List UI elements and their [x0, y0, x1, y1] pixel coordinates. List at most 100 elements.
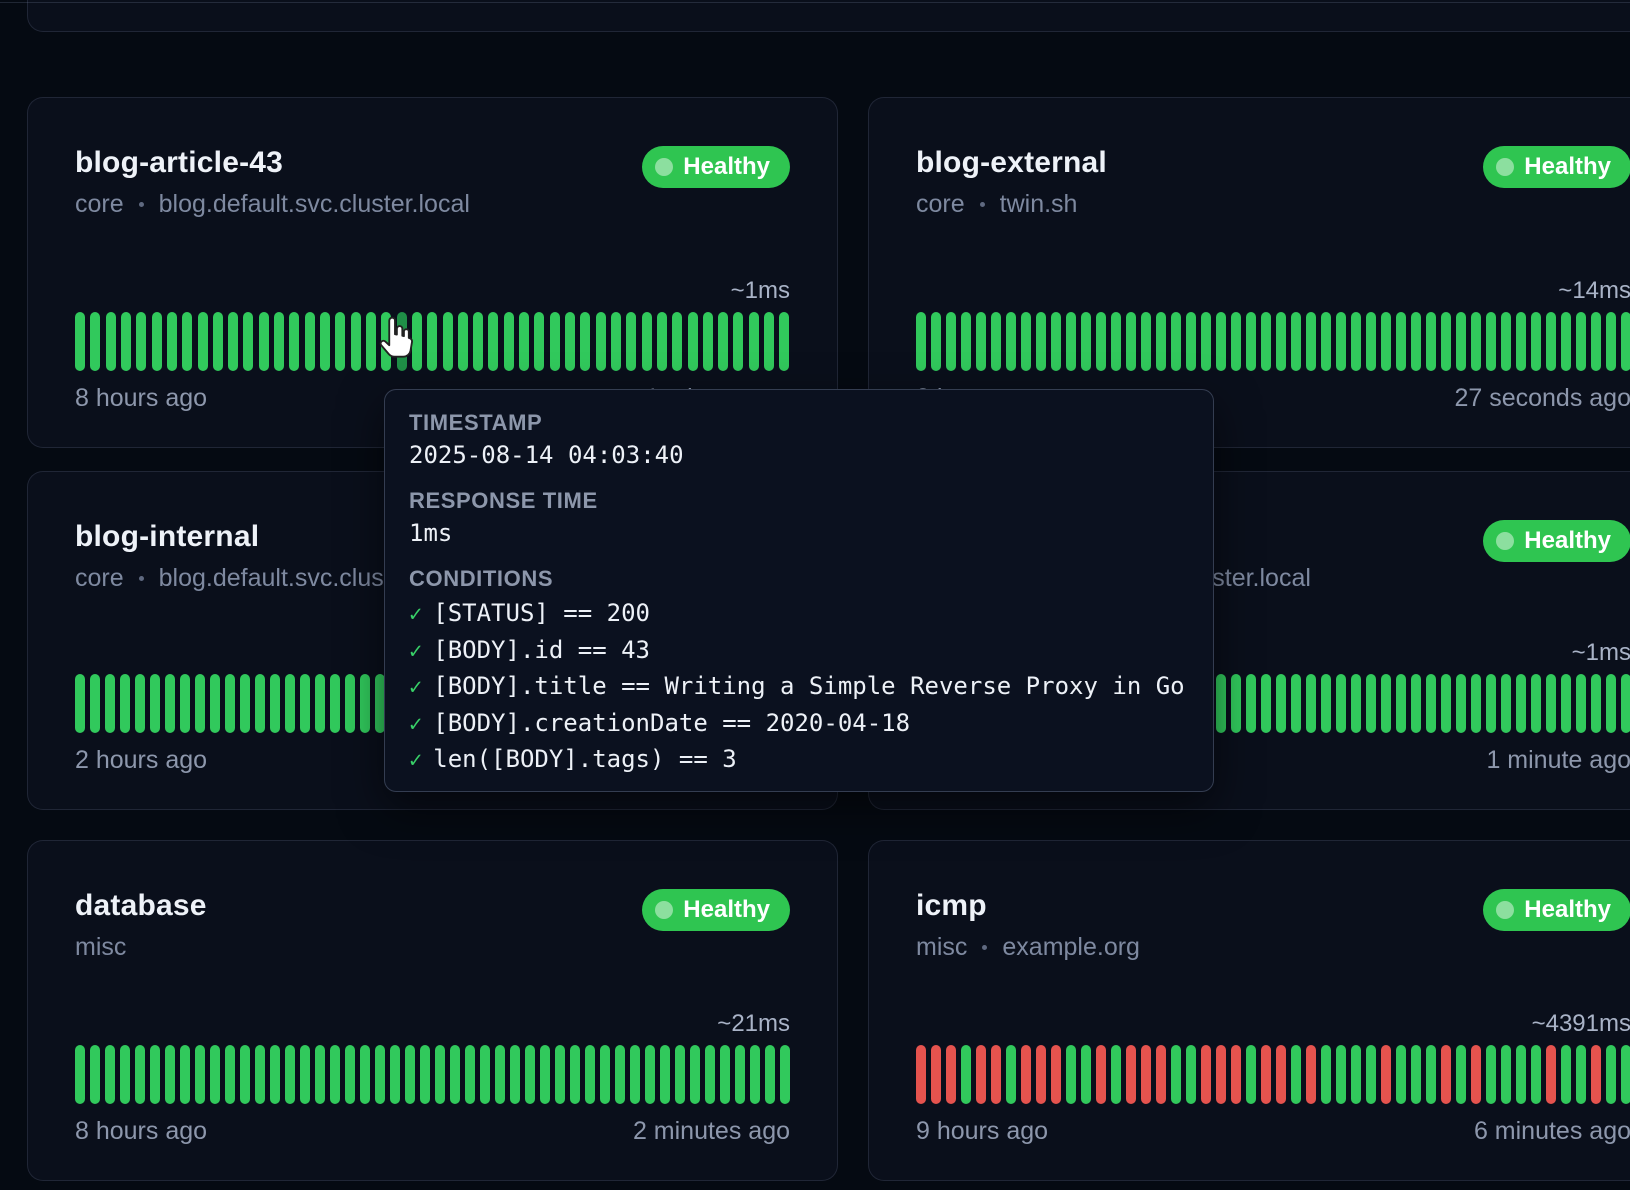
health-bar[interactable]: [450, 1045, 460, 1104]
health-bar[interactable]: [720, 1045, 730, 1104]
health-bar[interactable]: [540, 1045, 550, 1104]
health-bar[interactable]: [779, 312, 789, 371]
health-bar[interactable]: [75, 1045, 85, 1104]
health-bar[interactable]: [550, 312, 560, 371]
health-bar[interactable]: [1606, 312, 1616, 371]
health-bar[interactable]: [1066, 1045, 1076, 1104]
health-bar[interactable]: [626, 312, 636, 371]
health-bar[interactable]: [1411, 312, 1421, 371]
health-bar[interactable]: [1126, 312, 1136, 371]
uptime-bar-chart[interactable]: [916, 1045, 1630, 1104]
health-bar[interactable]: [961, 312, 971, 371]
health-bar[interactable]: [1081, 312, 1091, 371]
health-bar[interactable]: [351, 312, 361, 371]
health-bar[interactable]: [1411, 674, 1421, 733]
health-bar[interactable]: [488, 312, 498, 371]
health-bar[interactable]: [180, 674, 190, 733]
health-bar[interactable]: [1501, 1045, 1511, 1104]
health-bar[interactable]: [345, 674, 355, 733]
health-bar[interactable]: [1381, 1045, 1391, 1104]
health-bar[interactable]: [1216, 312, 1226, 371]
health-bar[interactable]: [750, 1045, 760, 1104]
health-bar[interactable]: [1396, 312, 1406, 371]
health-bar[interactable]: [458, 312, 468, 371]
health-bar[interactable]: [1351, 1045, 1361, 1104]
health-bar[interactable]: [675, 1045, 685, 1104]
health-bar[interactable]: [1036, 1045, 1046, 1104]
health-bar[interactable]: [1576, 1045, 1586, 1104]
health-bar[interactable]: [931, 1045, 941, 1104]
health-bar[interactable]: [480, 1045, 490, 1104]
health-bar[interactable]: [534, 312, 544, 371]
health-bar[interactable]: [1426, 1045, 1436, 1104]
health-bar[interactable]: [320, 312, 330, 371]
health-bar[interactable]: [733, 312, 743, 371]
health-bar[interactable]: [1246, 674, 1256, 733]
health-bar[interactable]: [315, 674, 325, 733]
health-bar[interactable]: [961, 1045, 971, 1104]
health-bar[interactable]: [615, 1045, 625, 1104]
health-bar[interactable]: [1561, 312, 1571, 371]
uptime-bar-chart[interactable]: [75, 1045, 790, 1104]
health-bar[interactable]: [1021, 1045, 1031, 1104]
health-bar[interactable]: [1276, 1045, 1286, 1104]
health-bar[interactable]: [330, 1045, 340, 1104]
health-bar[interactable]: [1621, 1045, 1630, 1104]
health-bar[interactable]: [1306, 1045, 1316, 1104]
health-bar[interactable]: [1561, 1045, 1571, 1104]
health-bar[interactable]: [1081, 1045, 1091, 1104]
health-bar[interactable]: [976, 1045, 986, 1104]
health-bar[interactable]: [243, 312, 253, 371]
health-bar[interactable]: [1441, 1045, 1451, 1104]
health-bar[interactable]: [255, 1045, 265, 1104]
health-bar[interactable]: [165, 674, 175, 733]
health-bar[interactable]: [228, 312, 238, 371]
health-bar[interactable]: [525, 1045, 535, 1104]
health-bar[interactable]: [946, 1045, 956, 1104]
health-bar[interactable]: [285, 674, 295, 733]
health-bar[interactable]: [764, 312, 774, 371]
health-bar[interactable]: [1411, 1045, 1421, 1104]
health-bar[interactable]: [1381, 312, 1391, 371]
health-bar[interactable]: [150, 1045, 160, 1104]
health-bar[interactable]: [1276, 312, 1286, 371]
health-bar[interactable]: [210, 1045, 220, 1104]
health-bar[interactable]: [106, 312, 116, 371]
health-bar[interactable]: [1096, 312, 1106, 371]
health-bar[interactable]: [1006, 1045, 1016, 1104]
health-bar[interactable]: [195, 1045, 205, 1104]
health-bar[interactable]: [580, 312, 590, 371]
health-bar[interactable]: [435, 1045, 445, 1104]
health-bar[interactable]: [167, 312, 177, 371]
health-bar[interactable]: [105, 1045, 115, 1104]
health-bar[interactable]: [1516, 1045, 1526, 1104]
health-bar[interactable]: [596, 312, 606, 371]
health-bar[interactable]: [1141, 312, 1151, 371]
health-bar[interactable]: [1621, 674, 1630, 733]
health-bar[interactable]: [749, 312, 759, 371]
health-bar[interactable]: [1261, 674, 1271, 733]
health-bar[interactable]: [672, 312, 682, 371]
health-bar[interactable]: [412, 312, 422, 371]
health-bar[interactable]: [642, 312, 652, 371]
health-bar[interactable]: [1051, 1045, 1061, 1104]
health-bar[interactable]: [420, 1045, 430, 1104]
health-bar[interactable]: [657, 312, 667, 371]
health-bar[interactable]: [1306, 312, 1316, 371]
health-bar[interactable]: [1471, 674, 1481, 733]
health-bar[interactable]: [182, 312, 192, 371]
health-bar[interactable]: [135, 1045, 145, 1104]
health-bar[interactable]: [1516, 674, 1526, 733]
health-bar[interactable]: [1486, 1045, 1496, 1104]
health-bar[interactable]: [1366, 312, 1376, 371]
health-bar[interactable]: [780, 1045, 790, 1104]
health-bar[interactable]: [1471, 312, 1481, 371]
health-bar[interactable]: [270, 674, 280, 733]
health-bar[interactable]: [1321, 674, 1331, 733]
health-bar[interactable]: [255, 674, 265, 733]
health-bar[interactable]: [1501, 312, 1511, 371]
health-bar[interactable]: [519, 312, 529, 371]
health-bar[interactable]: [1006, 312, 1016, 371]
health-bar[interactable]: [765, 1045, 775, 1104]
health-bar[interactable]: [1591, 312, 1601, 371]
